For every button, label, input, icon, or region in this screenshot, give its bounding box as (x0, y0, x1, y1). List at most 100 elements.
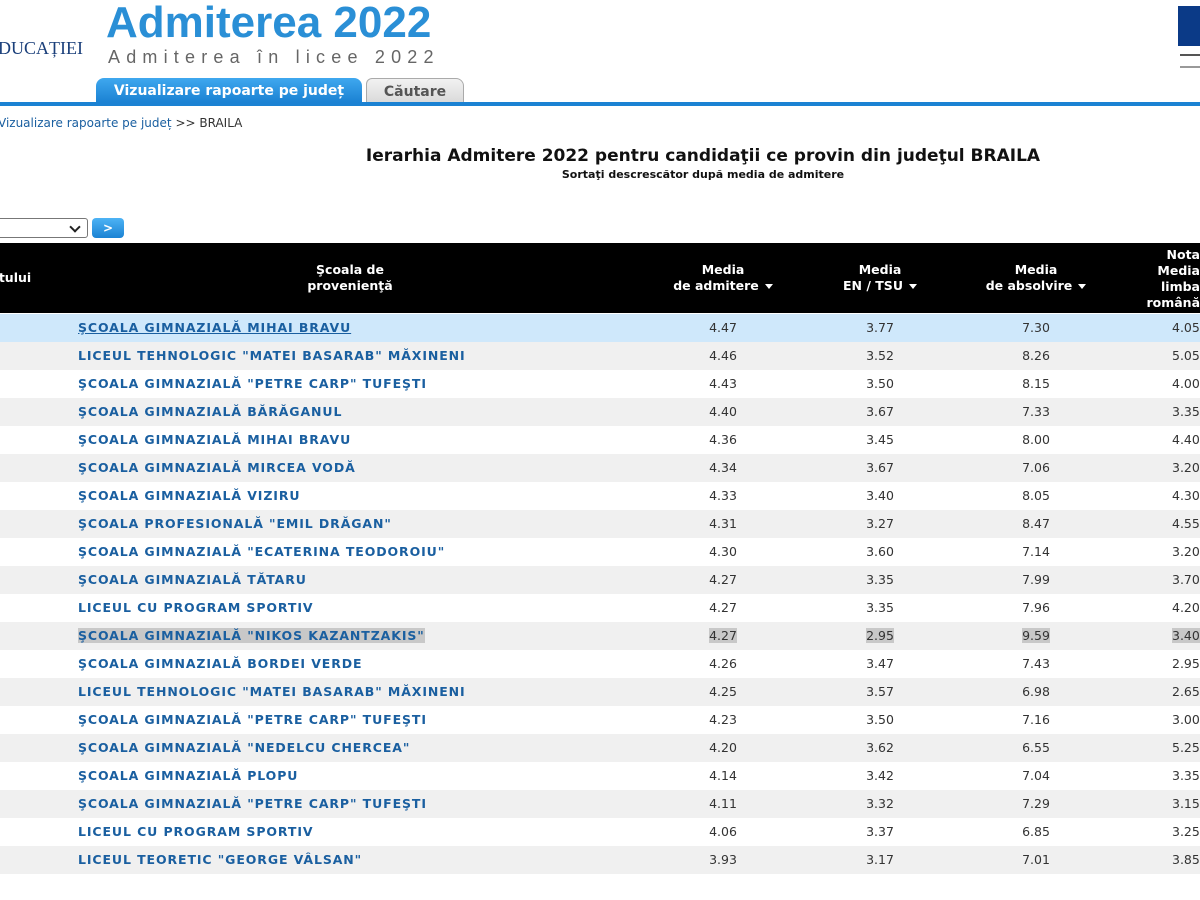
table-row: ŞCOALA GIMNAZIALĂ "PETRE CARP" TUFEŞTI 4.… (0, 706, 1200, 734)
header-text: Media (1014, 262, 1058, 277)
score: 3.15 (1172, 796, 1200, 811)
school-link[interactable]: LICEUL TEHNOLOGIC "MATEI BASARAB" MĂXINE… (78, 684, 466, 699)
school-link[interactable]: LICEUL CU PROGRAM SPORTIV (78, 824, 314, 839)
school-link[interactable]: ŞCOALA GIMNAZIALĂ BĂRĂGANUL (78, 404, 343, 419)
school-cell: ŞCOALA GIMNAZIALĂ "NIKOS KAZANTZAKIS" (78, 622, 425, 650)
school-link[interactable]: ŞCOALA GIMNAZIALĂ MIHAI BRAVU (78, 432, 352, 447)
score-cell: 3.50 (840, 706, 920, 734)
score-cell: 4.26 (683, 650, 763, 678)
tab-active[interactable]: Vizualizare rapoarte pe județ (96, 78, 362, 102)
header-text: tului (0, 270, 32, 285)
score: 4.30 (709, 544, 737, 559)
school-link[interactable]: ŞCOALA PROFESIONALĂ "EMIL DRĂGAN" (78, 516, 392, 531)
header-text: Media (701, 262, 745, 277)
score: 4.27 (709, 572, 737, 587)
score-cell: 4.11 (683, 790, 763, 818)
score: 6.55 (1022, 740, 1050, 755)
site-title: Admiterea 2022 (106, 0, 432, 47)
table-row: ŞCOALA GIMNAZIALĂ MIHAI BRAVU 4.47 3.77 7.3… (0, 314, 1200, 342)
sort-arrow[interactable] (764, 284, 773, 289)
score-cell: 4.47 (683, 314, 763, 342)
score-cell: 7.96 (996, 594, 1076, 622)
column-header[interactable]: Media de absolvire (966, 262, 1106, 294)
score-cell: 3.70 (1172, 566, 1200, 594)
sort-arrow[interactable] (1078, 284, 1087, 289)
header-text: română (1146, 295, 1200, 310)
score-cell: 3.47 (840, 650, 920, 678)
score: 7.04 (1022, 768, 1050, 783)
go-button[interactable]: > (92, 218, 124, 238)
school-link[interactable]: ŞCOALA GIMNAZIALĂ PLOPU (78, 768, 299, 783)
score-cell: 3.77 (840, 314, 920, 342)
school-link[interactable]: ŞCOALA GIMNAZIALĂ MIHAI BRAVU (78, 320, 352, 335)
score: 6.98 (1022, 684, 1050, 699)
column-header[interactable]: Media de admitere (663, 262, 783, 294)
score-cell: 7.06 (996, 454, 1076, 482)
header-line: Nota (1120, 247, 1200, 263)
score: 3.35 (1172, 768, 1200, 783)
score: 4.55 (1172, 516, 1200, 531)
header-text: Media (858, 262, 902, 277)
school-link[interactable]: ŞCOALA GIMNAZIALĂ BORDEI VERDE (78, 656, 363, 671)
school-cell: ŞCOALA GIMNAZIALĂ "ECATERINA TEODOROIU" (78, 538, 445, 566)
header-text: EN / TSU (843, 278, 903, 293)
score-cell: 9.59 (996, 622, 1076, 650)
header-text: provenienţă (307, 278, 393, 293)
school-link[interactable]: ŞCOALA GIMNAZIALĂ VIZIRU (78, 488, 301, 503)
header-line: provenienţă (250, 278, 450, 294)
score-cell: 8.26 (996, 342, 1076, 370)
school-link[interactable]: ŞCOALA GIMNAZIALĂ "ECATERINA TEODOROIU" (78, 544, 446, 559)
column-header: Nota Media limba română (1120, 247, 1200, 311)
sort-arrow[interactable] (908, 284, 917, 289)
score-cell: 4.46 (683, 342, 763, 370)
header-text: de absolvire (985, 278, 1073, 293)
score: 3.00 (1172, 712, 1200, 727)
score-cell: 6.85 (996, 818, 1076, 846)
table-row: ŞCOALA GIMNAZIALĂ "PETRE CARP" TUFEŞTI 4.… (0, 790, 1200, 818)
table-row: ŞCOALA GIMNAZIALĂ MIHAI BRAVU 4.36 3.45 8.0… (0, 426, 1200, 454)
breadcrumb-link[interactable]: Vizualizare rapoarte pe județ (0, 116, 172, 130)
score-cell: 3.35 (840, 594, 920, 622)
score-cell: 4.25 (683, 678, 763, 706)
school-link[interactable]: ŞCOALA GIMNAZIALĂ TĂTARU (78, 572, 307, 587)
table-header: tului Şcoala de provenienţă Media de admiter… (0, 243, 1200, 313)
score-cell: 4.34 (683, 454, 763, 482)
score-cell: 4.40 (683, 398, 763, 426)
school-link[interactable]: LICEUL TEORETIC "GEORGE VÂLSAN" (78, 852, 363, 867)
school-link[interactable]: ŞCOALA GIMNAZIALĂ "NIKOS KAZANTZAKIS" (78, 628, 425, 643)
school-link[interactable]: ŞCOALA GIMNAZIALĂ "PETRE CARP" TUFEŞTI (78, 712, 427, 727)
school-link[interactable]: LICEUL TEHNOLOGIC "MATEI BASARAB" MĂXINE… (78, 348, 466, 363)
school-link[interactable]: ŞCOALA GIMNAZIALĂ "PETRE CARP" TUFEŞTI (78, 376, 427, 391)
header-text: Nota (1166, 247, 1200, 262)
score-cell: 8.47 (996, 510, 1076, 538)
score-cell: 3.27 (840, 510, 920, 538)
score: 4.40 (709, 404, 737, 419)
column-header[interactable]: Media EN / TSU (820, 262, 940, 294)
score: 8.26 (1022, 348, 1050, 363)
header-line: Media (966, 262, 1106, 278)
school-link[interactable]: ŞCOALA GIMNAZIALĂ MIRCEA VODĂ (78, 460, 356, 475)
score: 7.06 (1022, 460, 1050, 475)
table-row: ŞCOALA GIMNAZIALĂ "PETRE CARP" TUFEŞTI 4.… (0, 370, 1200, 398)
score-cell: 4.14 (683, 762, 763, 790)
table-row: ŞCOALA GIMNAZIALĂ "NIKOS KAZANTZAKIS" 4.2… (0, 622, 1200, 650)
tab[interactable]: Căutare (366, 78, 464, 103)
school-link[interactable]: LICEUL CU PROGRAM SPORTIV (78, 600, 314, 615)
header-line: Media (820, 262, 940, 278)
site-subtitle: Admiterea în licee 2022 (108, 47, 440, 67)
school-cell: ŞCOALA GIMNAZIALĂ MIHAI BRAVU (78, 426, 351, 454)
school-cell: LICEUL TEHNOLOGIC "MATEI BASARAB" MĂXINE… (78, 678, 466, 706)
score: 4.05 (1172, 320, 1200, 335)
score: 4.36 (709, 432, 737, 447)
score: 3.20 (1172, 544, 1200, 559)
score: 7.96 (1022, 600, 1050, 615)
table-row: LICEUL TEORETIC "GEORGE VÂLSAN" 3.93 3.17 7… (0, 846, 1200, 874)
school-link[interactable]: ŞCOALA GIMNAZIALĂ "NEDELCU CHERCEA" (78, 740, 411, 755)
dropdown[interactable] (0, 218, 88, 238)
score: 3.85 (1172, 852, 1200, 867)
score-cell: 3.62 (840, 734, 920, 762)
table-row: ŞCOALA GIMNAZIALĂ "ECATERINA TEODOROIU" 4… (0, 538, 1200, 566)
score: 3.32 (866, 796, 894, 811)
school-link[interactable]: ŞCOALA GIMNAZIALĂ "PETRE CARP" TUFEŞTI (78, 796, 427, 811)
score-cell: 2.95 (840, 622, 920, 650)
